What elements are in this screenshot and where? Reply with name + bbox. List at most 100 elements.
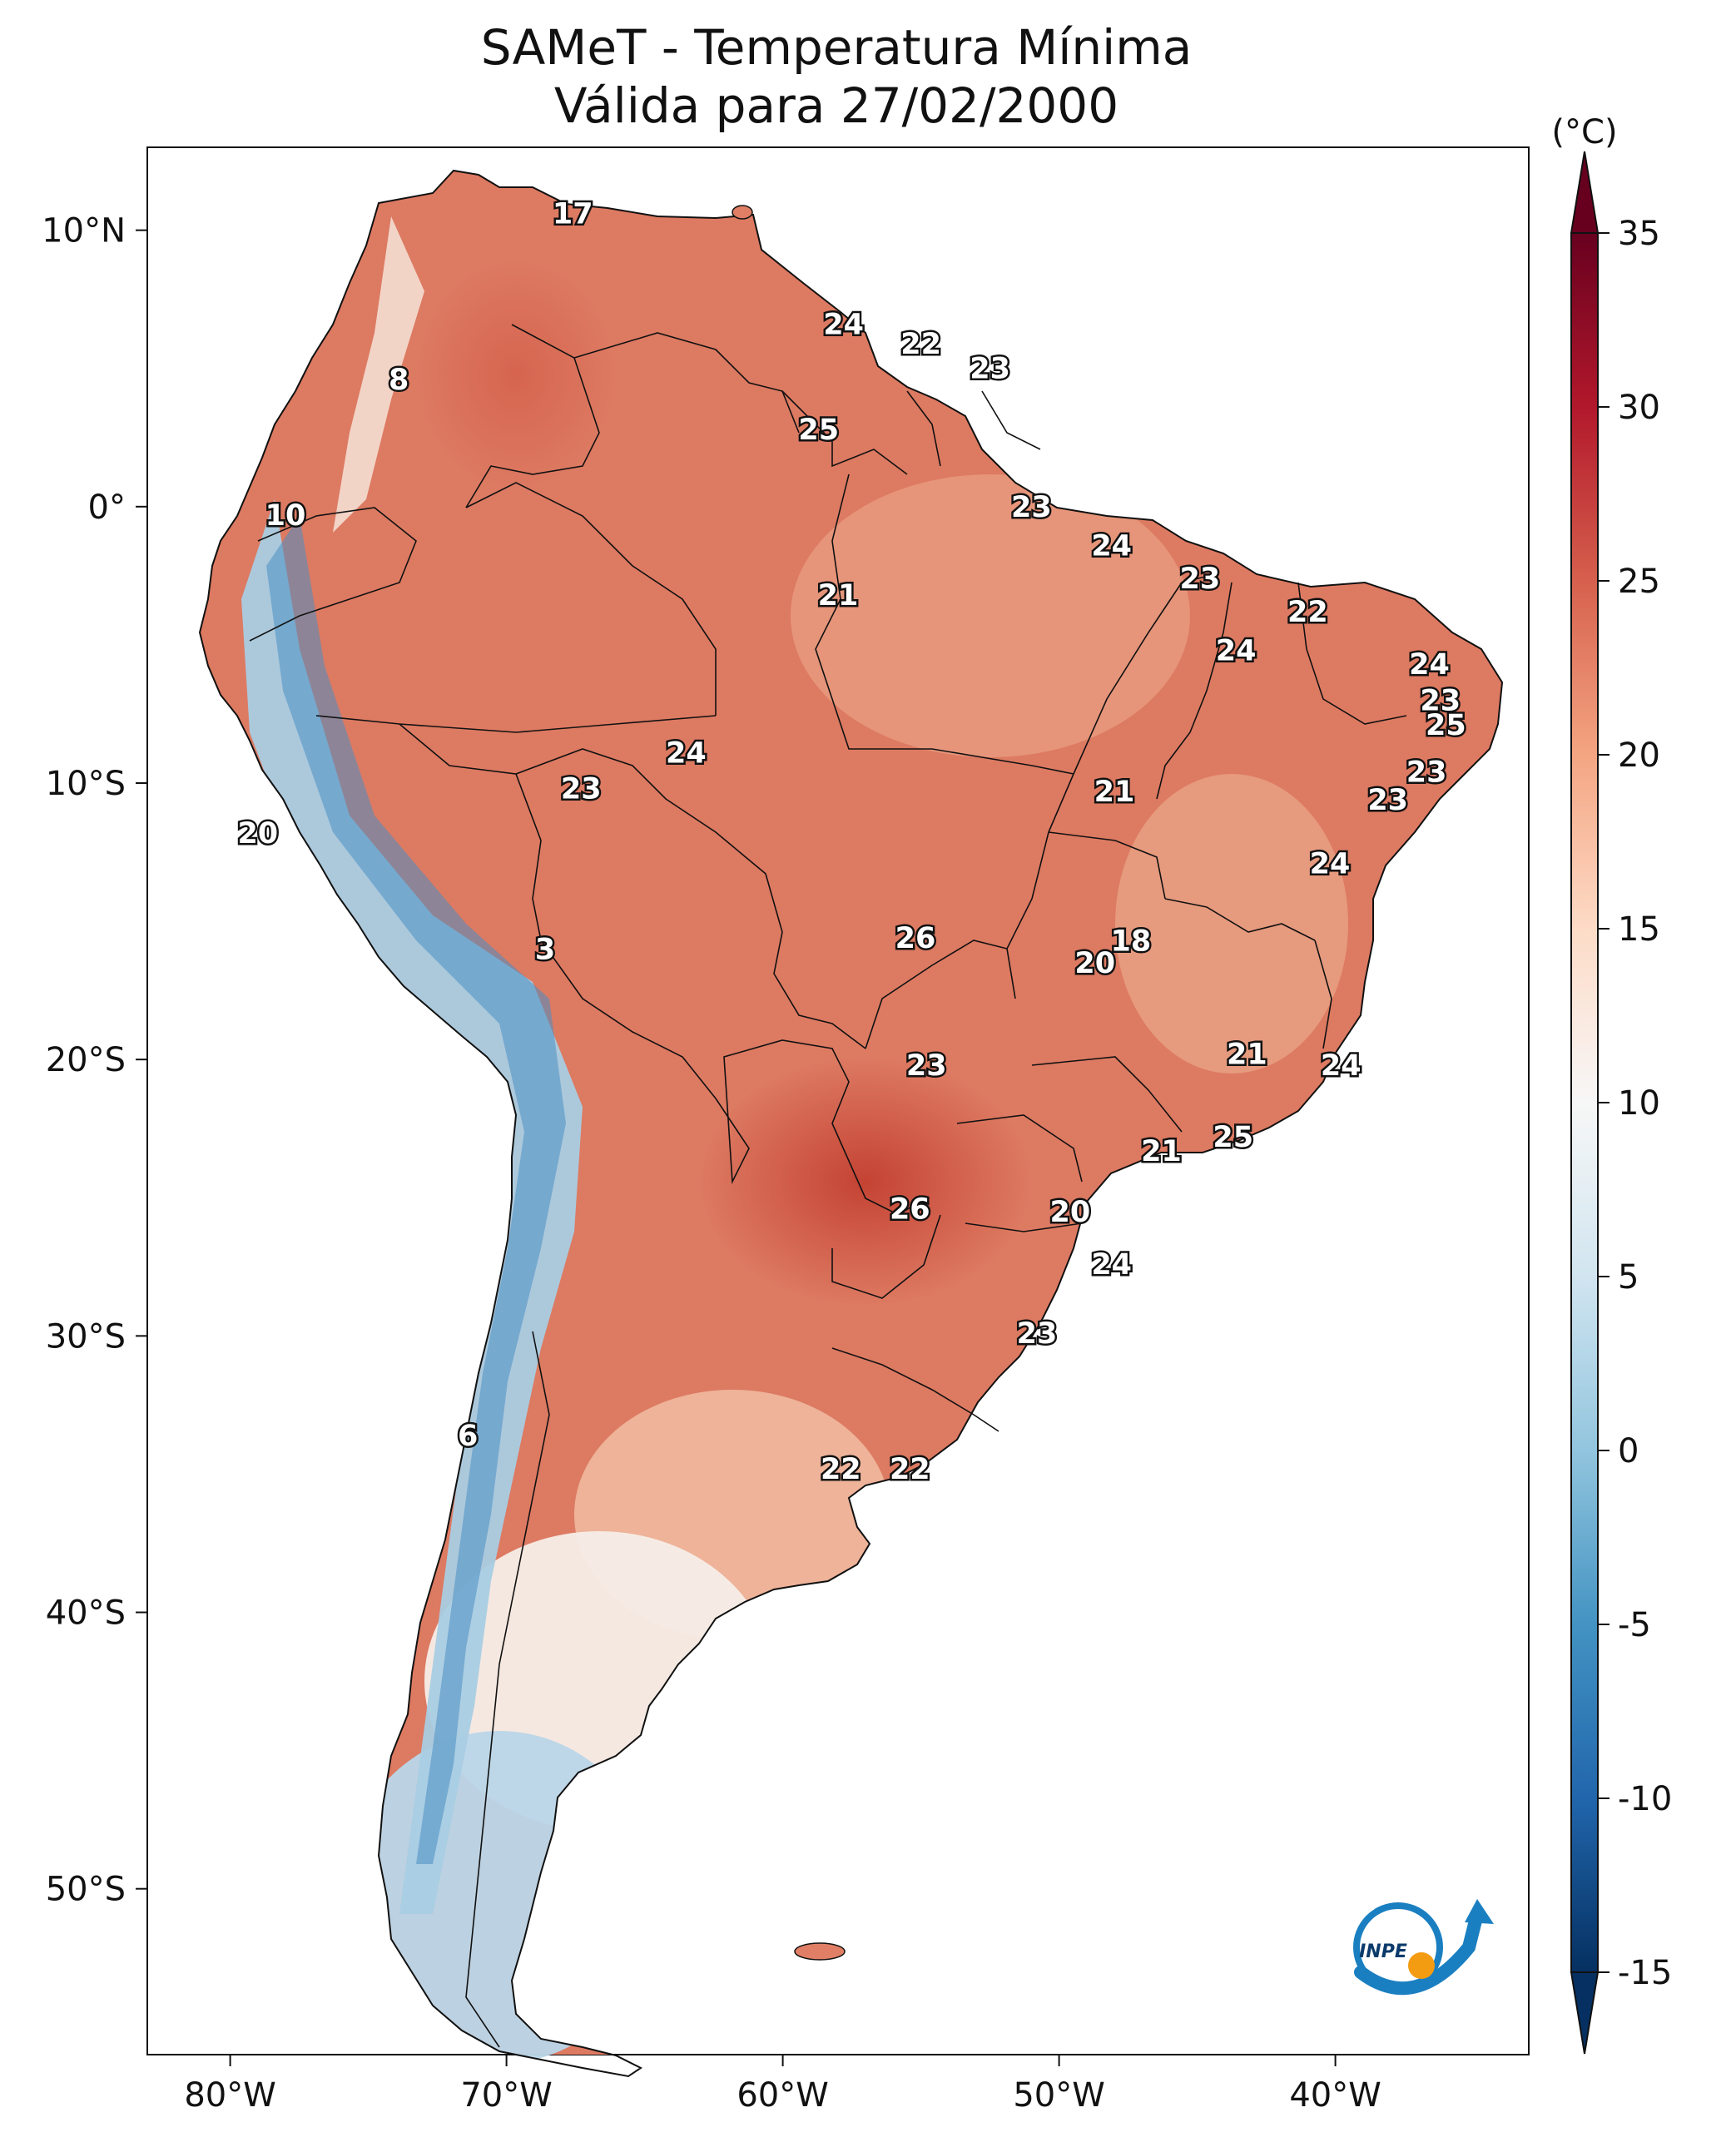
temperature-value-label: 25 xyxy=(1426,709,1466,742)
border-brazil-states-tocantins xyxy=(1073,573,1216,775)
colorbar-ticks: -15 -10 -5 0 5 10 15 20 25 30 35 xyxy=(1598,215,1672,1992)
border-chile-argentina xyxy=(465,1331,550,2048)
logo-arrow-icon xyxy=(1465,1899,1494,1924)
temperature-value-label: 23 xyxy=(1180,563,1221,596)
temperature-value-label: 23 xyxy=(970,353,1010,386)
border-brazil-states-goias xyxy=(1006,773,1074,999)
temperature-value-label: 6 xyxy=(458,1420,478,1453)
lon-tick-label: 50°W xyxy=(1013,2076,1104,2115)
colorbar-tick-label: 30 xyxy=(1618,389,1660,427)
islands xyxy=(732,205,846,1961)
colorbar-max-extend-arrow xyxy=(1570,151,1600,234)
border-suriname xyxy=(906,390,941,467)
land-zone-cooler-highlands xyxy=(1115,774,1348,1074)
border-paraguay xyxy=(715,1039,925,1216)
colorbar-unit: (°C) xyxy=(1551,113,1617,151)
colorbar-tick-label: -15 xyxy=(1618,1954,1672,1992)
temperature-value-label: 24 xyxy=(1091,529,1132,563)
longitude-axis: 80°W 70°W 60°W 50°W 40°W xyxy=(184,2055,1381,2115)
logo-text: INPE xyxy=(1359,1941,1407,1962)
temperature-value-label: 26 xyxy=(890,1193,930,1227)
temperature-value-label: 23 xyxy=(1367,784,1408,817)
colorbar-tick-label: 35 xyxy=(1618,215,1660,253)
lat-tick-label: 30°S xyxy=(46,1317,126,1356)
temperature-value-label: 22 xyxy=(900,328,941,361)
temperature-value-label: 24 xyxy=(823,309,864,342)
border-brazil-states-north xyxy=(815,474,1074,775)
temperature-value-label: 21 xyxy=(1227,1039,1267,1072)
border-uruguay xyxy=(831,1347,999,1432)
lat-tick-label: 50°S xyxy=(46,1871,126,1909)
temperature-value-label: 20 xyxy=(1074,947,1115,980)
land-zone-warmest-paraguay xyxy=(699,1057,1032,1307)
border-french-guiana xyxy=(981,390,1041,450)
temperature-value-label: 24 xyxy=(666,736,707,770)
temperature-value-label: 24 xyxy=(1409,648,1450,682)
border-brazil-states-sp xyxy=(1031,1056,1183,1133)
map-title: SAMeT - Temperatura Mínima Válida para 2… xyxy=(146,18,1527,135)
temperature-value-label: 17 xyxy=(553,198,593,231)
border-colombia-peru-brazil xyxy=(465,482,717,716)
temperature-value-label: 20 xyxy=(1050,1196,1091,1229)
title-line-2: Válida para 27/02/2000 xyxy=(553,77,1119,134)
temperature-value-label: 25 xyxy=(1213,1121,1253,1154)
colorbar-tick-label: 15 xyxy=(1618,910,1660,949)
latitude-axis: 10°N 0° 10°S 20°S 30°S 40°S 50°S xyxy=(42,212,147,1909)
colorbar-tick-label: 20 xyxy=(1618,736,1660,775)
border-brazil-states-ceara xyxy=(1297,582,1407,725)
border-guyana xyxy=(781,390,908,475)
temperature-value-label: 24 xyxy=(1091,1248,1132,1282)
border-brazil-states-sc xyxy=(965,1222,1083,1232)
temperature-value-label: 23 xyxy=(906,1049,947,1083)
border-misiones xyxy=(831,1214,941,1299)
temperature-value-label: 8 xyxy=(389,364,409,397)
land-zone-warm-llanos xyxy=(416,258,616,491)
lat-tick-label: 10°N xyxy=(42,212,126,250)
border-brazil-states-es xyxy=(1314,940,1332,1049)
lon-tick-label: 60°W xyxy=(737,2076,828,2115)
temperature-value-label: 3 xyxy=(535,933,555,966)
temperature-value-label: 21 xyxy=(818,579,859,612)
temperature-value-label: 24 xyxy=(1310,847,1351,880)
andes-cold-band xyxy=(241,499,583,1914)
colorbar: -15 -10 -5 0 5 10 15 20 25 30 35 (°C) xyxy=(1551,113,1672,2055)
lon-tick-label: 40°W xyxy=(1289,2076,1381,2115)
temperature-value-label: 18 xyxy=(1111,925,1152,958)
temperature-value-label: 21 xyxy=(1141,1135,1182,1168)
colorbar-tick-label: 0 xyxy=(1618,1432,1639,1470)
colorbar-tick-label: -5 xyxy=(1618,1606,1651,1644)
inpe-logo: INPE xyxy=(1353,1899,1494,1996)
lat-tick-label: 20°S xyxy=(46,1041,126,1079)
lon-tick-label: 70°W xyxy=(460,2076,552,2115)
border-brazil-states-pr xyxy=(956,1114,1083,1183)
temperature-value-label: 23 xyxy=(1017,1317,1058,1351)
temperature-value-label: 21 xyxy=(1094,776,1135,809)
lat-tick-label: 0° xyxy=(88,488,126,527)
border-brazil-states-piaui xyxy=(1156,582,1233,800)
temperature-value-label: 24 xyxy=(1216,635,1257,668)
temperature-value-label: 23 xyxy=(561,773,602,806)
border-venezuela-brazil xyxy=(573,332,800,434)
border-peru-brazil-north xyxy=(315,715,717,733)
political-borders xyxy=(249,324,1407,2048)
border-brazil-states-mg xyxy=(1164,898,1316,941)
temperature-value-label: 22 xyxy=(821,1453,861,1486)
border-brazil-states-ms xyxy=(865,940,1008,1049)
island-malvinas xyxy=(794,1942,846,1961)
temperature-value-label: 24 xyxy=(1321,1049,1362,1083)
border-bolivia-west xyxy=(515,773,717,1099)
border-brazil-states-df xyxy=(1048,831,1166,900)
colorbar-tick-label: -10 xyxy=(1618,1780,1672,1818)
lat-tick-label: 40°S xyxy=(46,1594,126,1633)
andes-coldest-core xyxy=(266,516,566,1864)
logo-dot-icon xyxy=(1408,1952,1435,1979)
land-zone-cooler-amazon-east xyxy=(791,474,1190,757)
temperature-value-label: 23 xyxy=(1011,491,1052,524)
colorbar-bar xyxy=(1570,232,1599,1973)
temperature-value-label: 23 xyxy=(1406,756,1447,790)
temperature-value-label: 26 xyxy=(895,922,936,955)
lat-tick-label: 10°S xyxy=(46,765,126,803)
